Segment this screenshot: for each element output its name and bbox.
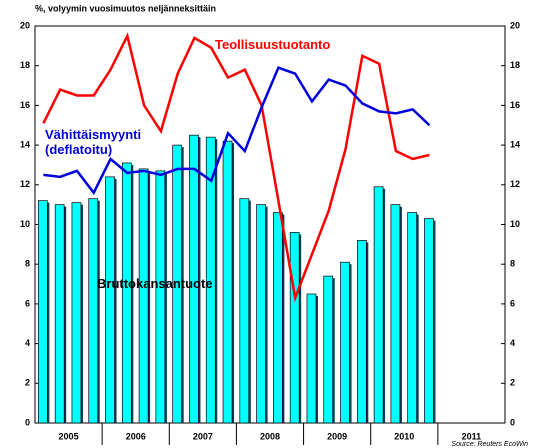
legend-label: Bruttokansantuote [97, 276, 213, 291]
y-tick-label: 18 [20, 60, 30, 70]
bar [38, 200, 48, 424]
y2-tick-label: 10 [510, 219, 520, 229]
x-tick-label: 2009 [327, 431, 347, 441]
line [42, 32, 430, 303]
bar [356, 240, 367, 424]
y2-tick-label: 16 [510, 100, 520, 110]
y2-tick-label: 12 [510, 179, 520, 189]
y-tick-label: 8 [25, 259, 30, 269]
bar [121, 162, 132, 424]
bar [205, 136, 216, 424]
bar [239, 198, 250, 424]
x-tick-label: 2011 [462, 431, 482, 441]
source: Source: Reuters EcoWin [451, 441, 528, 448]
y2-tick-label: 8 [510, 259, 515, 269]
chart-title: %, volyymin vuosimuutos neljänneksittäin [35, 3, 216, 13]
bar [273, 212, 283, 424]
line [43, 66, 431, 196]
bar [172, 144, 183, 424]
bar [54, 204, 65, 424]
bar [88, 198, 99, 424]
bar [138, 168, 149, 424]
bar [407, 212, 418, 424]
bar [289, 232, 300, 424]
x-tick-label: 2005 [59, 431, 79, 441]
y2-tick-label: 2 [510, 378, 515, 388]
bar [222, 140, 233, 424]
y-tick-label: 16 [20, 100, 30, 110]
bar [306, 293, 317, 424]
legend-label: Teollisuustuotanto [215, 37, 331, 52]
y2-tick-label: 14 [510, 139, 520, 149]
y-tick-label: 10 [20, 219, 30, 229]
bar [323, 275, 334, 424]
y2-tick-label: 4 [510, 338, 515, 348]
bar [105, 176, 115, 424]
bar [189, 134, 199, 424]
y2-tick-label: 6 [510, 298, 515, 308]
y-tick-label: 4 [25, 338, 30, 348]
y-tick-label: 0 [25, 417, 30, 427]
y2-tick-label: 18 [510, 60, 520, 70]
y-tick-label: 2 [25, 378, 30, 388]
legend-label: Vähittäismyynti (deflatoitu) [45, 127, 142, 157]
bar [340, 261, 350, 424]
bar [424, 218, 434, 424]
x-tick-label: 2006 [126, 431, 146, 441]
y-tick-label: 12 [20, 179, 30, 189]
bar [373, 186, 384, 424]
bar [256, 204, 266, 424]
y-tick-label: 20 [20, 20, 30, 30]
x-tick-label: 2008 [260, 431, 280, 441]
y2-tick-label: 20 [510, 20, 520, 30]
bar [390, 204, 401, 424]
y-tick-label: 6 [25, 298, 30, 308]
x-tick-label: 2007 [193, 431, 213, 441]
x-tick-label: 2010 [394, 431, 414, 441]
bar [71, 202, 82, 424]
y-tick-label: 14 [20, 139, 30, 149]
y2-tick-label: 0 [510, 417, 515, 427]
bar [155, 170, 166, 424]
